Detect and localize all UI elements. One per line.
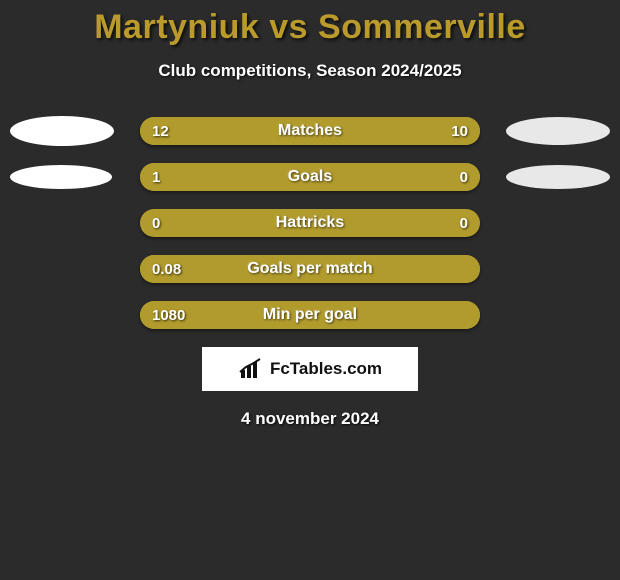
player1-avatar [10, 165, 112, 189]
title-player2: Sommerville [318, 8, 526, 46]
title-vs: vs [259, 8, 318, 46]
stat-label: Hattricks [140, 209, 480, 237]
stat-value-left: 0 [152, 209, 160, 237]
comparison-title: Martyniuk vs Sommerville [0, 8, 620, 47]
infographic-root: Martyniuk vs Sommerville Club competitio… [0, 0, 620, 580]
brand-text: FcTables.com [270, 359, 382, 379]
player2-avatar [506, 165, 610, 189]
stat-bar-left [140, 117, 325, 145]
stat-bar: Goals per match0.08 [140, 255, 480, 283]
title-player1: Martyniuk [94, 8, 259, 46]
stat-bar: Matches1210 [140, 117, 480, 145]
stat-bar-right [398, 163, 480, 191]
stat-bar-left [140, 163, 398, 191]
stat-bar-left [140, 255, 480, 283]
stat-row: Goals10 [0, 163, 620, 191]
brand-box: FcTables.com [202, 347, 418, 391]
player1-avatar [10, 116, 114, 146]
stat-row: Hattricks0 0 [0, 209, 620, 237]
stat-bar: Hattricks0 0 [140, 209, 480, 237]
stat-row: Goals per match0.08 [0, 255, 620, 283]
stat-row: Matches1210 [0, 117, 620, 145]
stat-bar: Min per goal1080 [140, 301, 480, 329]
subtitle: Club competitions, Season 2024/2025 [0, 61, 620, 81]
stat-value-right: 0 [460, 209, 468, 237]
stat-row: Min per goal1080 [0, 301, 620, 329]
stat-bar-left [140, 301, 480, 329]
brand-chart-icon [238, 358, 264, 380]
stat-bar-right [325, 117, 480, 145]
player2-avatar [506, 117, 610, 145]
stat-bar: Goals10 [140, 163, 480, 191]
date: 4 november 2024 [0, 409, 620, 429]
stat-rows: Matches1210 Goals10 Hattricks0 0 Goals per m… [0, 117, 620, 329]
